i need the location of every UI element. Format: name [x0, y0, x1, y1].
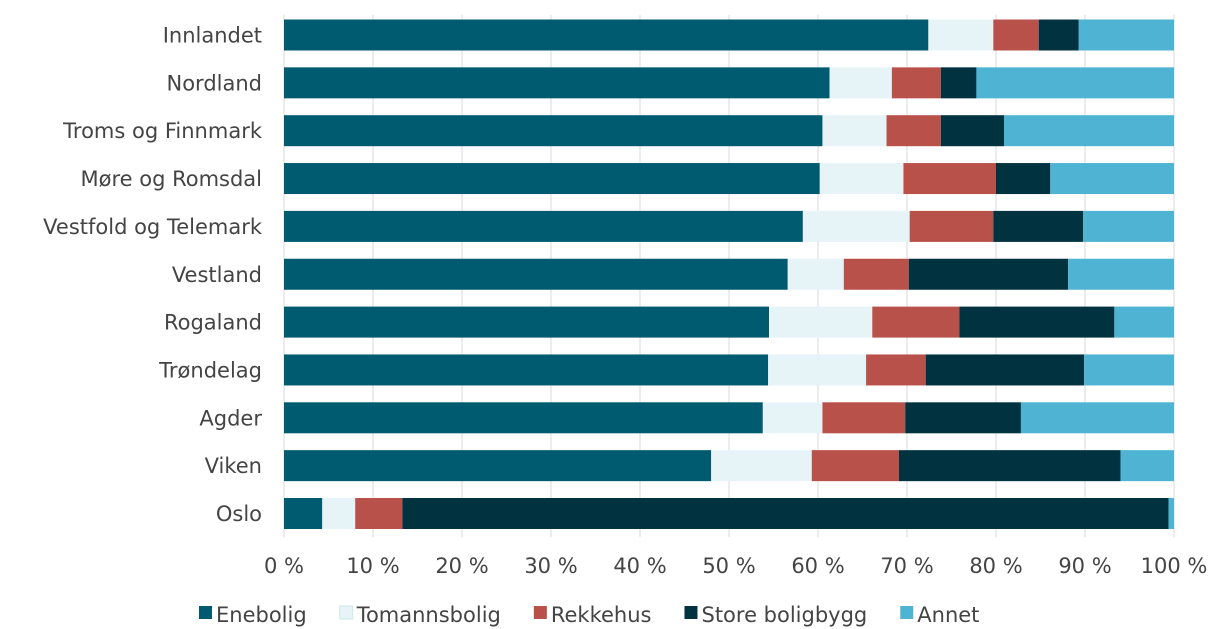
- bar-segment-rekkehus: [891, 67, 941, 99]
- category-labels: Innlandet Nordland Troms og Finnmark Møre o…: [43, 24, 263, 527]
- bar-segment-tomannsbolig: [322, 498, 356, 529]
- legend-swatch: [900, 606, 914, 619]
- bar-segment-tomannsbolig: [819, 163, 904, 195]
- bar-segment-enebolig: [284, 498, 323, 529]
- bar-segment-annet: [1068, 258, 1174, 290]
- category-label: Innlandet: [163, 24, 262, 48]
- bar-segment-store-boligbygg: [908, 258, 1069, 290]
- bar-segment-annet: [1050, 163, 1174, 195]
- bar-segment-enebolig: [284, 402, 763, 434]
- bar-segment-annet: [976, 67, 1174, 99]
- category-label: Viken: [205, 454, 262, 478]
- bar-segment-annet: [1120, 450, 1174, 482]
- bar-segment-rekkehus: [909, 210, 994, 242]
- bar-segment-tomannsbolig: [829, 67, 892, 99]
- x-tick-label: 60 %: [791, 554, 844, 578]
- bar-segment-enebolig: [284, 67, 830, 99]
- bar-segment-rekkehus: [903, 163, 996, 195]
- bar-segment-enebolig: [284, 19, 929, 51]
- x-tick-label: 10 %: [346, 554, 399, 578]
- legend-swatch: [684, 606, 698, 619]
- bar-segment-enebolig: [284, 258, 788, 290]
- x-tick-label: 20 %: [435, 554, 488, 578]
- bar-segment-tomannsbolig: [822, 115, 887, 147]
- bar-segment-enebolig: [284, 210, 803, 242]
- bar-segment-rekkehus: [866, 354, 926, 386]
- legend-label: Tomannsbolig: [356, 603, 501, 627]
- legend-label: Annet: [917, 603, 979, 627]
- bar-segment-enebolig: [284, 354, 769, 386]
- bar-segment-enebolig: [284, 450, 712, 482]
- legend-swatch: [339, 605, 354, 620]
- category-label: Troms og Finnmark: [62, 119, 263, 143]
- bar-segment-store-boligbygg: [940, 115, 1005, 147]
- category-label: Møre og Romsdal: [80, 167, 262, 191]
- bar-segment-enebolig: [284, 115, 823, 147]
- bar-segment-annet: [1020, 402, 1174, 434]
- bar-segment-enebolig: [284, 163, 820, 195]
- bar-segment-store-boligbygg: [940, 67, 977, 99]
- x-tick-label: 50 %: [702, 554, 755, 578]
- bars: [284, 19, 1174, 529]
- bar-segment-annet: [1078, 19, 1174, 51]
- category-label: Nordland: [167, 71, 263, 95]
- bar-segment-store-boligbygg: [959, 306, 1115, 338]
- category-label: Trøndelag: [158, 358, 262, 382]
- x-tick-labels: 0 % 10 % 20 % 30 % 40 % 50 % 60 % 70 % 80 % 90 % 1…: [264, 554, 1207, 578]
- legend-label: Store boligbygg: [701, 603, 867, 627]
- bar-segment-tomannsbolig: [769, 306, 873, 338]
- legend-label: Rekkehus: [551, 603, 652, 627]
- bar-segment-store-boligbygg: [1038, 19, 1079, 51]
- bar-segment-rekkehus: [886, 115, 941, 147]
- bar-segment-enebolig: [284, 306, 770, 338]
- bar-segment-tomannsbolig: [711, 450, 812, 482]
- legend-label: Enebolig: [216, 603, 307, 627]
- category-label: Oslo: [216, 502, 262, 526]
- bar-segment-rekkehus: [843, 258, 909, 290]
- x-tick-label: 90 %: [1058, 554, 1111, 578]
- bar-segment-annet: [1114, 306, 1174, 338]
- bar-segment-store-boligbygg: [993, 210, 1084, 242]
- category-label: Rogaland: [164, 311, 262, 335]
- bar-segment-annet: [1168, 498, 1174, 529]
- x-tick-label: 30 %: [524, 554, 577, 578]
- legend-swatch: [533, 606, 547, 619]
- bar-segment-tomannsbolig: [802, 210, 910, 242]
- bar-segment-rekkehus: [872, 306, 960, 338]
- bar-segment-store-boligbygg: [898, 450, 1121, 482]
- bar-segment-rekkehus: [355, 498, 403, 529]
- bar-segment-store-boligbygg: [996, 163, 1051, 195]
- bar-segment-annet: [1083, 210, 1174, 242]
- x-tick-label: 80 %: [969, 554, 1022, 578]
- bar-segment-rekkehus: [811, 450, 899, 482]
- category-label: Agder: [199, 406, 262, 430]
- category-label: Vestfold og Telemark: [43, 215, 263, 239]
- bar-segment-tomannsbolig: [787, 258, 844, 290]
- x-tick-label: 0 %: [264, 554, 304, 578]
- bar-segment-annet: [1084, 354, 1174, 386]
- x-tick-label: 40 %: [613, 554, 666, 578]
- category-label: Vestland: [172, 263, 262, 287]
- legend-swatch: [199, 606, 212, 619]
- bar-segment-annet: [1004, 115, 1174, 147]
- bar-segment-store-boligbygg: [402, 498, 1169, 529]
- x-tick-label: 100 %: [1141, 554, 1208, 578]
- bar-segment-tomannsbolig: [768, 354, 867, 386]
- bar-segment-rekkehus: [822, 402, 906, 434]
- legend: Enebolig Tomannsbolig Rekkehus Store boligb…: [199, 603, 979, 627]
- bar-segment-store-boligbygg: [925, 354, 1085, 386]
- x-tick-label: 70 %: [880, 554, 933, 578]
- bar-segment-rekkehus: [993, 19, 1039, 51]
- bar-segment-store-boligbygg: [905, 402, 1021, 434]
- bar-segment-tomannsbolig: [762, 402, 823, 434]
- bar-segment-tomannsbolig: [928, 19, 994, 51]
